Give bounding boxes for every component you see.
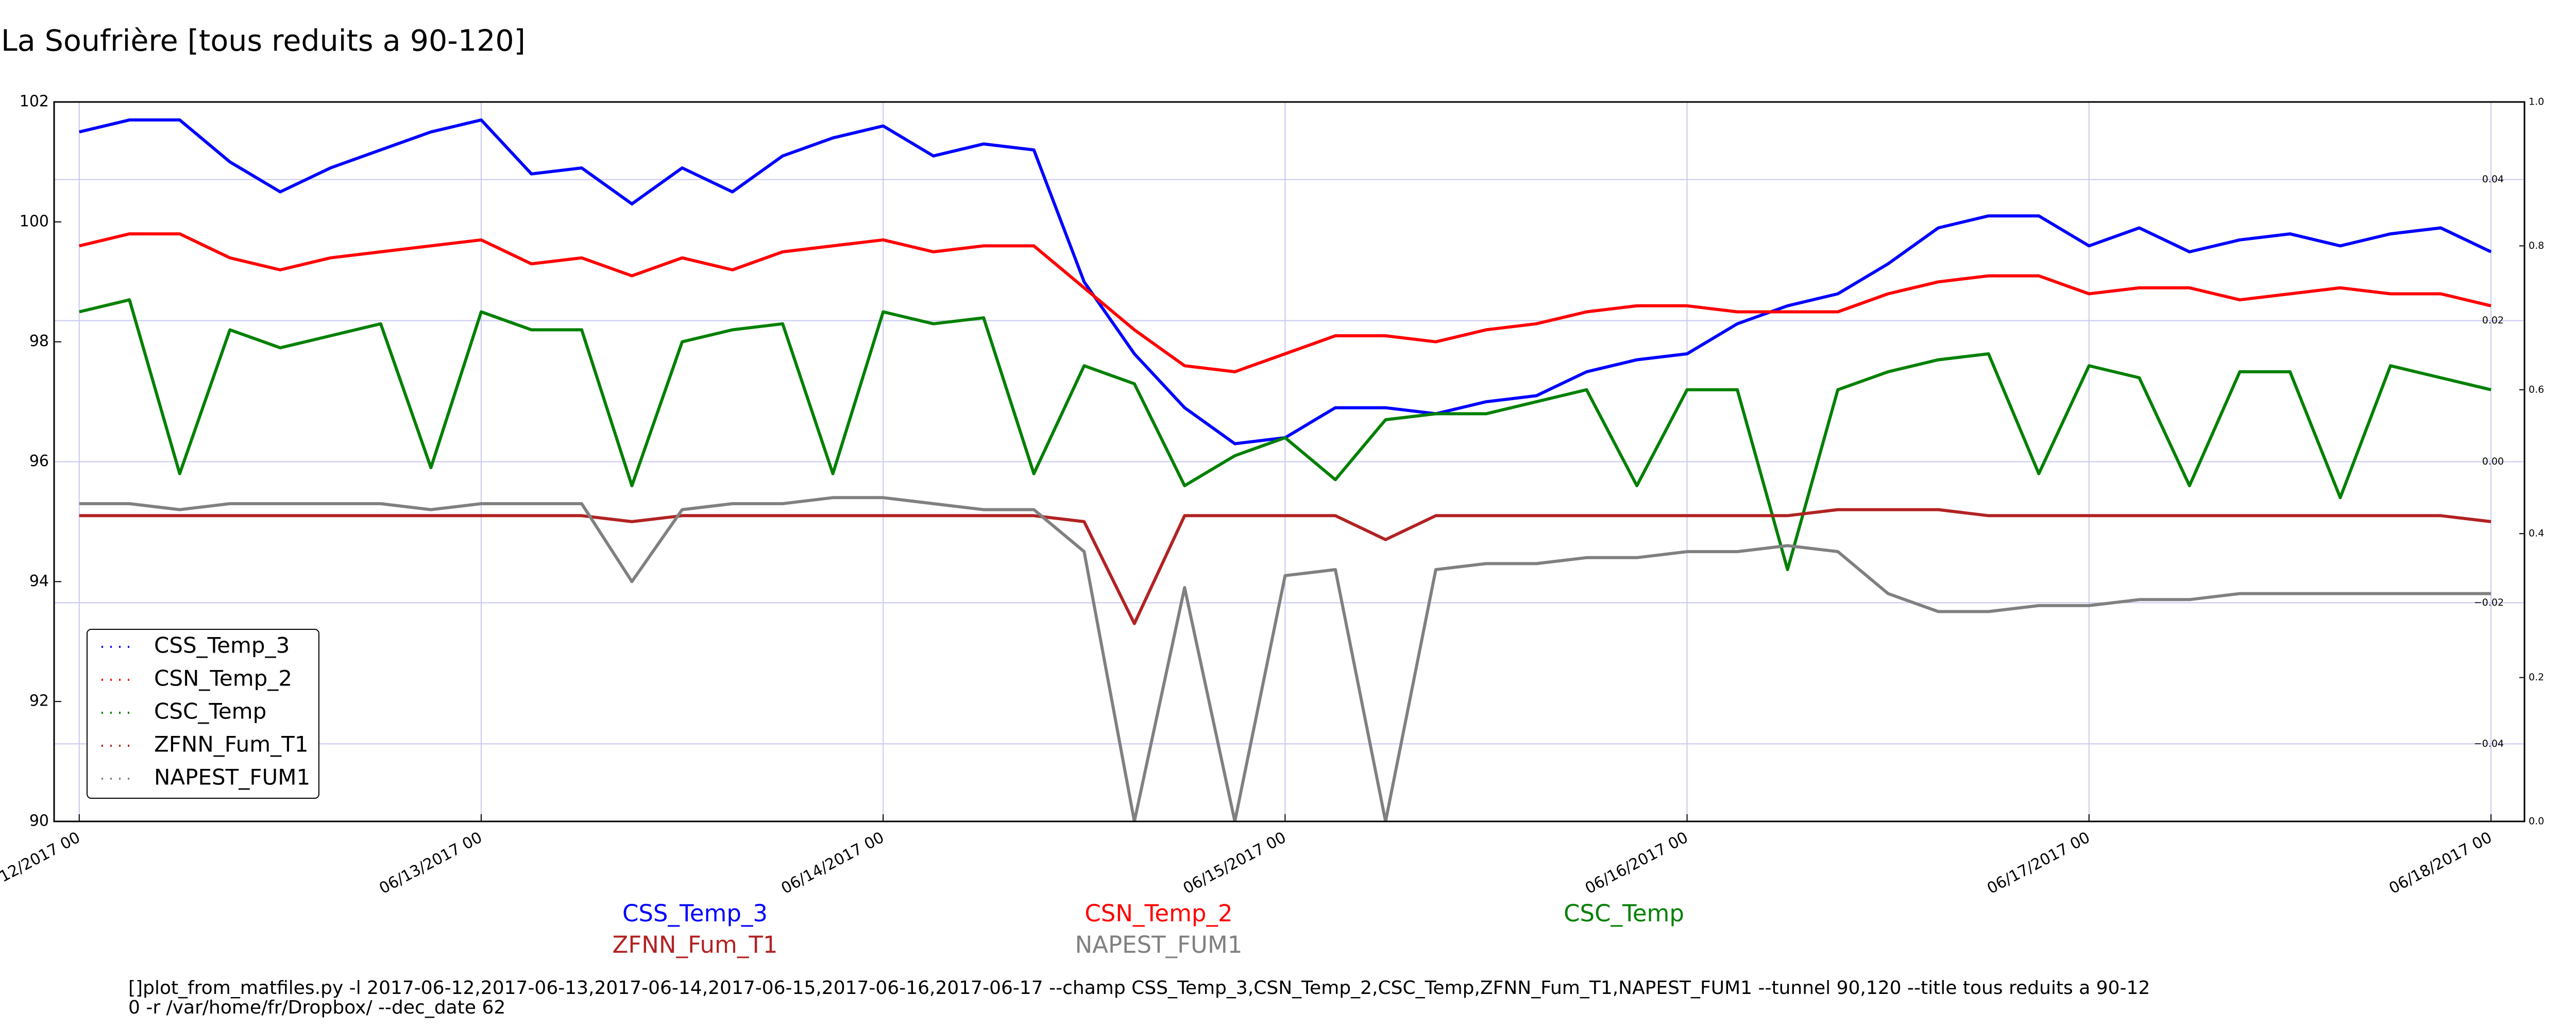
legend-label: CSC_Temp	[154, 699, 266, 724]
legend-box	[87, 629, 319, 799]
plot-frame	[53, 101, 2526, 822]
y2-tick-label: 0.6	[2529, 384, 2544, 395]
x-tick-label: 06/15/2017 00	[1180, 829, 1289, 898]
y-tick-label: 92	[29, 692, 49, 710]
data-line	[79, 508, 2492, 625]
y3-tick-label: 0.00	[2482, 456, 2504, 467]
y-tick-label: 96	[29, 452, 49, 470]
data-line	[79, 298, 2492, 571]
y-tick-label: 102	[20, 93, 49, 111]
legend-label: CSN_Temp_2	[154, 666, 292, 691]
legend-label: ZFNN_Fum_T1	[154, 732, 309, 757]
legend-label: ZFNN_Fum_T1	[613, 931, 778, 958]
x-tick-label: 06/12/2017 00	[0, 829, 83, 898]
y3-tick-label: 0.04	[2482, 174, 2504, 185]
x-tick-label: 06/14/2017 00	[778, 829, 887, 898]
data-line	[79, 232, 2492, 373]
legend-label: CSS_Temp_3	[622, 900, 768, 927]
y3-tick-label: −0.02	[2474, 597, 2504, 608]
x-tick-label: 06/13/2017 00	[376, 829, 485, 898]
y2-tick-label: 0.2	[2529, 672, 2544, 683]
chart-title: La Soufrière [tous reduits a 90-120]	[1, 24, 526, 58]
x-tick-label: 06/17/2017 00	[1984, 829, 2093, 898]
y-tick-label: 100	[20, 212, 49, 230]
command-text: []plot_from_matfiles.py -l 2017-06-12,20…	[128, 977, 2150, 999]
legend: CSS_Temp_3 CSN_Temp_2 CSC_Temp ZFNN_Fum_T1 N…	[87, 629, 319, 799]
y3-tick-label: −0.04	[2474, 738, 2504, 749]
legend-label: NAPEST_FUM1	[154, 765, 310, 790]
plot-area	[79, 118, 2492, 821]
y2-tick-label: 0.8	[2529, 240, 2544, 251]
legend-label: CSN_Temp_2	[1084, 900, 1232, 927]
y-tick-label: 98	[29, 332, 49, 350]
command-text: 0 -r /var/home/fr/Dropbox/ --dec_date 62	[128, 997, 505, 1018]
legend-label: CSS_Temp_3	[154, 633, 290, 658]
legend-label: NAPEST_FUM1	[1075, 931, 1243, 958]
data-line	[79, 496, 2491, 821]
y-tick-label: 94	[29, 572, 49, 590]
y2-tick-label: 1.0	[2529, 96, 2544, 108]
legend-label: CSC_Temp	[1564, 900, 1684, 927]
y2-tick-label: 0.4	[2529, 528, 2544, 539]
y2-tick-label: 0.0	[2529, 816, 2544, 827]
y-tick-label: 90	[29, 812, 49, 830]
x-tick-label: 06/18/2017 00	[2386, 829, 2495, 898]
y3-tick-label: 0.02	[2482, 315, 2504, 326]
x-tick-label: 06/16/2017 00	[1582, 829, 1691, 898]
